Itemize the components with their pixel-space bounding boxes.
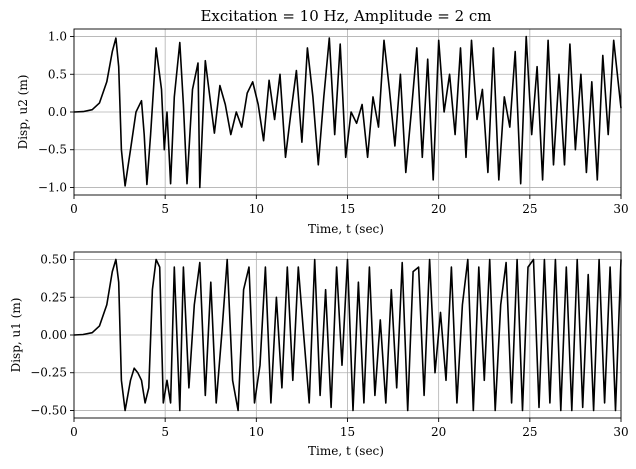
- bottom-chart-series-line: [73, 258, 622, 412]
- bottom-chart-y-tick-label: 0.50: [40, 253, 67, 267]
- bottom-chart: 0 5 10 15 20 25 30 −0.50 −0.25 0.00 0.25 0.50 Time,…: [9, 251, 629, 458]
- bottom-chart-x-tick-label: 10: [249, 425, 264, 439]
- top-chart-y-label: Disp, u2 (m): [16, 75, 30, 150]
- top-chart-x-tick-label: 25: [522, 202, 537, 216]
- top-chart-x-tick-label: 15: [340, 202, 355, 216]
- top-chart-y-tick-label: 0.0: [48, 105, 67, 119]
- bottom-chart-x-tick-label: 25: [522, 425, 537, 439]
- top-chart-ticks: 0 5 10 15 20 25 30 −1.0 −0.5 0.0 0.5 1.0: [38, 30, 629, 216]
- top-chart-x-label: Time, t (sec): [308, 222, 384, 236]
- top-chart-y-tick-label: −0.5: [38, 143, 67, 157]
- top-chart-y-tick-label: 0.5: [48, 67, 67, 81]
- bottom-chart-x-tick-label: 20: [431, 425, 446, 439]
- top-chart-frame: [73, 28, 622, 196]
- bottom-chart-y-tick-label: 0.25: [40, 290, 67, 304]
- top-chart-y-tick-label: −1.0: [38, 180, 67, 194]
- top-chart-x-tick-label: 5: [161, 202, 169, 216]
- top-chart-x-tick-label: 10: [249, 202, 264, 216]
- bottom-chart-x-tick-label: 5: [161, 425, 169, 439]
- top-chart-series-line: [73, 35, 622, 189]
- bottom-chart-ticks: 0 5 10 15 20 25 30 −0.50 −0.25 0.00 0.25 0.50: [30, 253, 628, 439]
- bottom-chart-x-tick-label: 30: [613, 425, 628, 439]
- bottom-chart-y-tick-label: 0.00: [40, 328, 67, 342]
- bottom-chart-x-label: Time, t (sec): [308, 444, 384, 458]
- top-chart-title: Excitation = 10 Hz, Amplitude = 2 cm: [200, 7, 491, 25]
- bottom-chart-x-tick-label: 15: [340, 425, 355, 439]
- bottom-chart-y-tick-label: −0.50: [30, 403, 67, 417]
- top-chart-x-tick-label: 30: [613, 202, 628, 216]
- top-chart-y-tick-label: 1.0: [48, 30, 67, 44]
- top-chart-x-tick-label: 20: [431, 202, 446, 216]
- bottom-chart-y-tick-label: −0.25: [30, 366, 67, 380]
- top-chart-x-tick-label: 0: [70, 202, 78, 216]
- top-chart: Excitation = 10 Hz, Amplitude = 2 cm 0 5 1…: [16, 7, 629, 236]
- bottom-chart-y-label: Disp, u1 (m): [9, 298, 23, 373]
- bottom-chart-frame: [73, 251, 622, 419]
- bottom-chart-x-tick-label: 0: [70, 425, 78, 439]
